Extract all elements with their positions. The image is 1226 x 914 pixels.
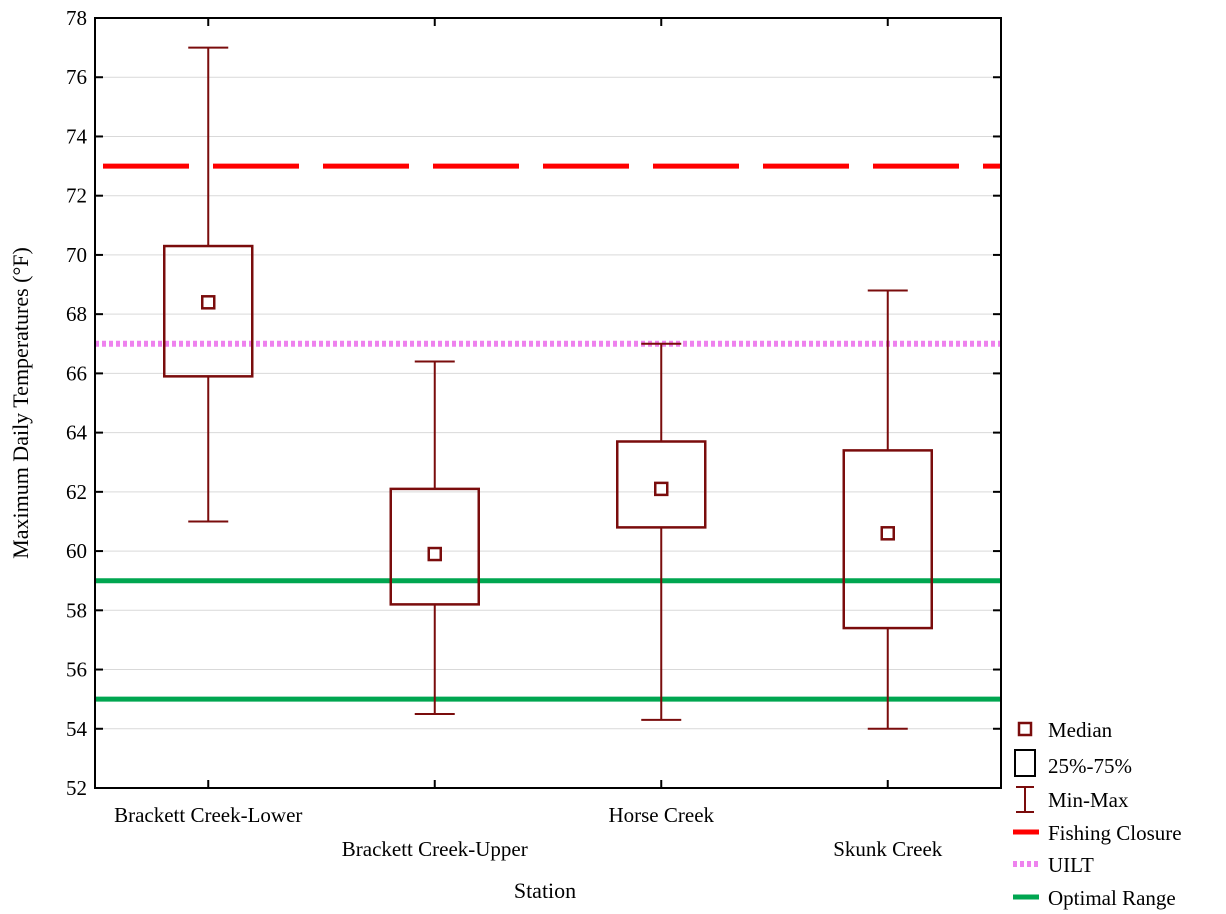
median-marker: [880, 526, 895, 541]
y-tick-label: 78: [66, 6, 87, 30]
y-tick-label: 68: [66, 302, 87, 326]
y-tick-label: 72: [66, 184, 87, 208]
legend-label: Median: [1048, 718, 1113, 742]
axis-tick-labels: 52 54 56 58 60 62 64 66 68 70 72 74 76 78 Brackett Cre…: [66, 6, 943, 861]
median-marker: [427, 546, 442, 562]
median-marker: [654, 481, 669, 497]
x-category-label: Brackett Creek-Upper: [342, 837, 528, 861]
legend-label: 25%-75%: [1048, 754, 1132, 778]
box-group: [616, 342, 707, 721]
y-tick-label: 54: [66, 717, 88, 741]
y-tick-label: 70: [66, 243, 87, 267]
y-tick-label: 74: [66, 124, 88, 148]
x-axis-title: Station: [514, 878, 576, 903]
plot-area-frame: [94, 17, 1002, 789]
legend: Median 25%-75% Min-Max Fishing Closure UILT O…: [1013, 718, 1182, 910]
legend-median-symbol: [1017, 721, 1033, 737]
y-axis-title: Maximum Daily Temperatures (°F): [8, 247, 33, 559]
iqr-box: [389, 487, 480, 606]
iqr-box: [616, 440, 707, 529]
legend-item: Fishing Closure: [1013, 821, 1182, 845]
legend-item: Median: [1017, 718, 1113, 742]
box-series: [163, 46, 933, 730]
grid-lines: [95, 76, 1001, 730]
legend-label: Fishing Closure: [1048, 821, 1182, 845]
legend-item: Min-Max: [1016, 786, 1129, 813]
legend-item: UILT: [1013, 853, 1094, 877]
axis-ticks: [95, 17, 1001, 789]
legend-box-symbol: [1014, 749, 1036, 777]
median-marker: [201, 295, 216, 310]
y-tick-label: 52: [66, 776, 87, 800]
box-group: [842, 289, 933, 730]
y-tick-label: 56: [66, 658, 87, 682]
legend-label: Optimal Range: [1048, 886, 1176, 910]
legend-label: UILT: [1048, 853, 1094, 877]
box-group: [389, 360, 480, 715]
y-tick-label: 62: [66, 480, 87, 504]
legend-item: Optimal Range: [1013, 886, 1176, 910]
box-group: [163, 46, 254, 523]
legend-label: Min-Max: [1048, 788, 1129, 812]
x-category-label: Brackett Creek-Lower: [114, 803, 302, 827]
legend-item: 25%-75%: [1014, 749, 1132, 778]
y-tick-label: 58: [66, 598, 87, 622]
iqr-box: [163, 244, 254, 378]
iqr-box: [842, 449, 933, 630]
y-tick-label: 66: [66, 361, 87, 385]
x-category-label: Skunk Creek: [833, 837, 943, 861]
reference-lines: [95, 163, 1001, 702]
x-category-label: Horse Creek: [608, 803, 714, 827]
y-tick-label: 76: [66, 65, 87, 89]
y-tick-label: 60: [66, 539, 87, 563]
y-tick-label: 64: [66, 421, 88, 445]
